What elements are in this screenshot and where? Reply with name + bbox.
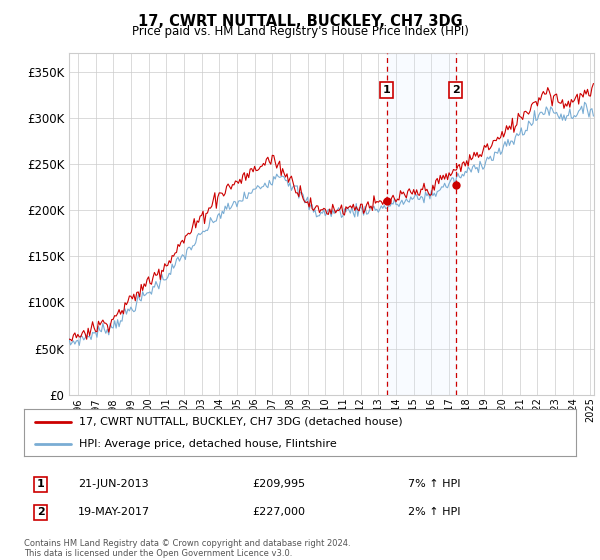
Text: 17, CWRT NUTTALL, BUCKLEY, CH7 3DG (detached house): 17, CWRT NUTTALL, BUCKLEY, CH7 3DG (deta… [79,417,403,427]
Text: 17, CWRT NUTTALL, BUCKLEY, CH7 3DG: 17, CWRT NUTTALL, BUCKLEY, CH7 3DG [137,14,463,29]
Text: 2: 2 [37,507,44,517]
Text: 1: 1 [37,479,44,489]
Text: £227,000: £227,000 [252,507,305,517]
Text: 7% ↑ HPI: 7% ↑ HPI [408,479,461,489]
Text: 1: 1 [383,85,391,95]
Text: Price paid vs. HM Land Registry's House Price Index (HPI): Price paid vs. HM Land Registry's House … [131,25,469,38]
Text: 2% ↑ HPI: 2% ↑ HPI [408,507,461,517]
Text: 19-MAY-2017: 19-MAY-2017 [78,507,150,517]
Text: £209,995: £209,995 [252,479,305,489]
Text: Contains HM Land Registry data © Crown copyright and database right 2024.
This d: Contains HM Land Registry data © Crown c… [24,539,350,558]
Text: 2: 2 [452,85,460,95]
Text: HPI: Average price, detached house, Flintshire: HPI: Average price, detached house, Flin… [79,438,337,449]
Text: 21-JUN-2013: 21-JUN-2013 [78,479,149,489]
Bar [386,53,456,395]
